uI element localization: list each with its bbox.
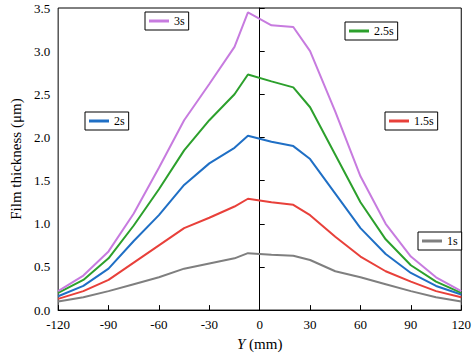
- svg-text:Y: Y: [237, 335, 246, 352]
- svg-text:0: 0: [256, 317, 263, 332]
- svg-text:90: 90: [404, 317, 417, 332]
- svg-text:60: 60: [354, 317, 367, 332]
- svg-text:(mm): (mm): [245, 336, 282, 353]
- svg-text:120: 120: [452, 317, 472, 332]
- svg-text:0.5: 0.5: [34, 259, 50, 274]
- svg-text:-90: -90: [100, 317, 117, 332]
- svg-text:2.5: 2.5: [34, 87, 50, 102]
- svg-text:3s: 3s: [174, 14, 185, 28]
- svg-text:1.5: 1.5: [34, 173, 50, 188]
- svg-text:3.0: 3.0: [34, 44, 50, 59]
- svg-text:-120: -120: [46, 317, 70, 332]
- svg-text:0.0: 0.0: [34, 303, 50, 318]
- svg-text:1.5s: 1.5s: [414, 114, 434, 128]
- svg-text:-60: -60: [150, 317, 167, 332]
- svg-text:2.5s: 2.5s: [374, 24, 394, 38]
- svg-text:3.5: 3.5: [34, 1, 50, 16]
- svg-text:Film thickness (μm): Film thickness (μm): [8, 98, 25, 219]
- svg-text:30: 30: [304, 317, 317, 332]
- svg-text:2s: 2s: [114, 114, 125, 128]
- svg-text:1s: 1s: [447, 234, 458, 248]
- svg-text:2.0: 2.0: [34, 130, 50, 145]
- svg-text:1.0: 1.0: [34, 216, 50, 231]
- svg-text:-30: -30: [201, 317, 218, 332]
